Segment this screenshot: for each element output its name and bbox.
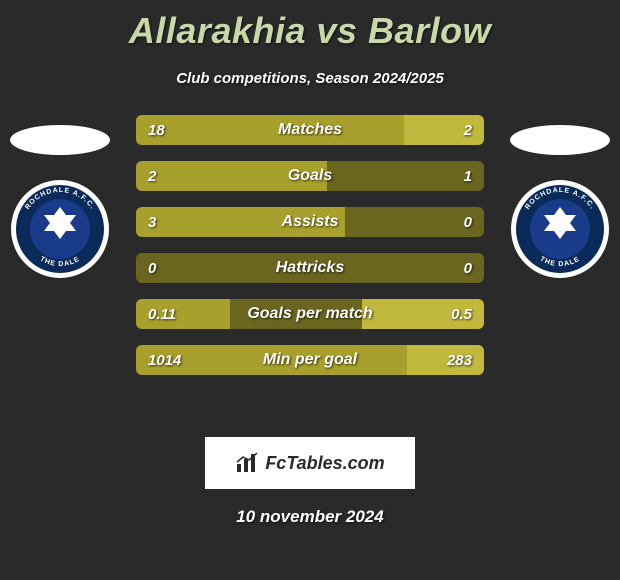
stat-bars: 18Matches22Goals13Assists00Hattricks00.1… [136,115,484,375]
infographic-root: Allarakhia vs Barlow Club competitions, … [0,0,620,527]
stat-value-right: 1 [464,161,472,191]
stat-label: Goals per match [136,299,484,329]
stat-row: 0Hattricks0 [136,253,484,283]
stat-label: Hattricks [136,253,484,283]
player-column-right: ROCHDALE A.F.C. THE DALE [500,115,620,279]
brand-logo: FcTables.com [205,437,415,489]
chart-icon [235,452,261,474]
brand-text: FcTables.com [265,453,384,474]
stat-label: Min per goal [136,345,484,375]
stat-row: 1014Min per goal283 [136,345,484,375]
date-label: 10 november 2024 [0,507,620,527]
stat-value-right: 0 [464,253,472,283]
player-column-left: ROCHDALE A.F.C. THE DALE [0,115,120,279]
stat-value-right: 0.5 [451,299,472,329]
player-silhouette-icon [10,125,110,155]
stat-label: Matches [136,115,484,145]
page-title: Allarakhia vs Barlow [0,10,620,52]
stat-row: 2Goals1 [136,161,484,191]
stat-row: 18Matches2 [136,115,484,145]
stat-row: 0.11Goals per match0.5 [136,299,484,329]
stat-value-right: 2 [464,115,472,145]
club-badge-right: ROCHDALE A.F.C. THE DALE [510,179,610,279]
stat-label: Goals [136,161,484,191]
stat-value-right: 0 [464,207,472,237]
player-silhouette-icon [510,125,610,155]
stat-row: 3Assists0 [136,207,484,237]
stat-label: Assists [136,207,484,237]
club-badge-left: ROCHDALE A.F.C. THE DALE [10,179,110,279]
stats-area: ROCHDALE A.F.C. THE DALE [0,115,620,415]
subtitle: Club competitions, Season 2024/2025 [0,70,620,87]
stat-value-right: 283 [447,345,472,375]
